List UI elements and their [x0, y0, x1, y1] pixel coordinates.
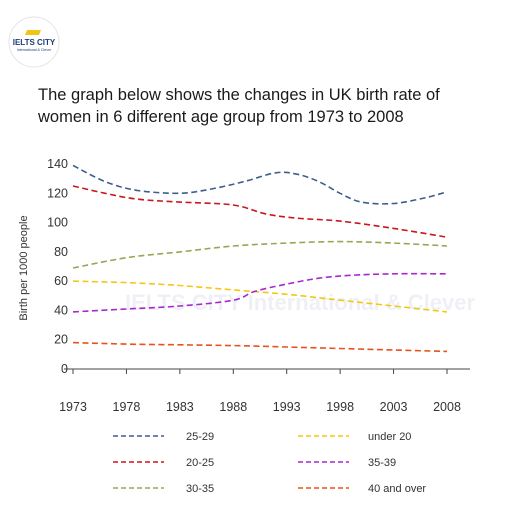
logo-title: IELTS CITY [13, 38, 56, 47]
page-heading: The graph below shows the changes in UK … [38, 84, 508, 128]
legend-label: 40 and over [368, 483, 426, 495]
x-tick-label: 1998 [326, 400, 354, 414]
y-tick-label: 80 [54, 245, 68, 259]
y-tick-label: 40 [54, 303, 68, 317]
brand-logo: IELTS CITY International & Clever [8, 16, 60, 68]
y-tick-label: 120 [47, 186, 68, 200]
legend-label: 25-29 [186, 431, 214, 443]
x-tick-label: 1993 [273, 400, 301, 414]
y-axis-label: Birth per 1000 people [18, 215, 30, 320]
series-line-30-35 [72, 240, 448, 269]
legend-label: 35-39 [368, 457, 396, 469]
x-tick-label: 1978 [113, 400, 141, 414]
y-tick-label: 20 [54, 333, 68, 347]
series-line-20-25 [72, 185, 448, 238]
series-line-under-20 [72, 280, 448, 313]
series-line-35-39 [72, 272, 448, 313]
watermark: IELTS CITY International & Clever [125, 290, 475, 315]
y-tick-label: 60 [54, 274, 68, 288]
series-line-25-29 [72, 164, 448, 205]
x-tick-label: 1973 [59, 400, 87, 414]
x-tick-label: 1988 [219, 400, 247, 414]
x-tick-label: 2008 [433, 400, 461, 414]
logo-tagline: International & Clever [17, 48, 52, 52]
series-line-40-and-over [72, 341, 448, 353]
logo-book-icon [25, 30, 41, 35]
watermark-text: IELTS CITY International & Clever [125, 290, 475, 315]
y-tick-label: 140 [47, 157, 68, 171]
x-tick-label: 2003 [380, 400, 408, 414]
heading-line-1: The graph below shows the changes in UK … [38, 86, 440, 104]
y-tick-label: 100 [47, 216, 68, 230]
legend-label: 20-25 [186, 457, 214, 469]
heading-line-2: women in 6 different age group from 1973… [38, 108, 404, 126]
legend-label: 30-35 [186, 483, 214, 495]
x-tick-label: 1983 [166, 400, 194, 414]
legend-label: under 20 [368, 431, 411, 443]
